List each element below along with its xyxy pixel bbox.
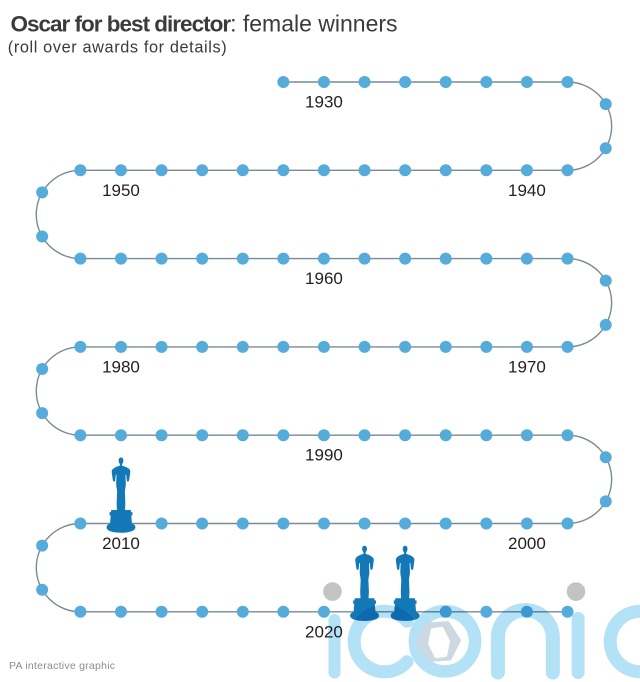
svg-text:1990: 1990 <box>305 446 343 465</box>
svg-text:2000: 2000 <box>508 534 546 553</box>
svg-text:1950: 1950 <box>102 181 140 200</box>
svg-text:2010: 2010 <box>102 534 140 553</box>
svg-text:1970: 1970 <box>508 357 546 376</box>
svg-text:PA interactive graphic: PA interactive graphic <box>9 660 115 672</box>
svg-text:1960: 1960 <box>305 269 343 288</box>
svg-text:1930: 1930 <box>305 93 343 112</box>
svg-text:1940: 1940 <box>508 181 546 200</box>
svg-text:(roll over awards for details): (roll over awards for details) <box>8 38 227 56</box>
svg-text:1980: 1980 <box>102 357 140 376</box>
svg-text:Oscar for best director: femal: Oscar for best director: female winners <box>11 11 398 37</box>
